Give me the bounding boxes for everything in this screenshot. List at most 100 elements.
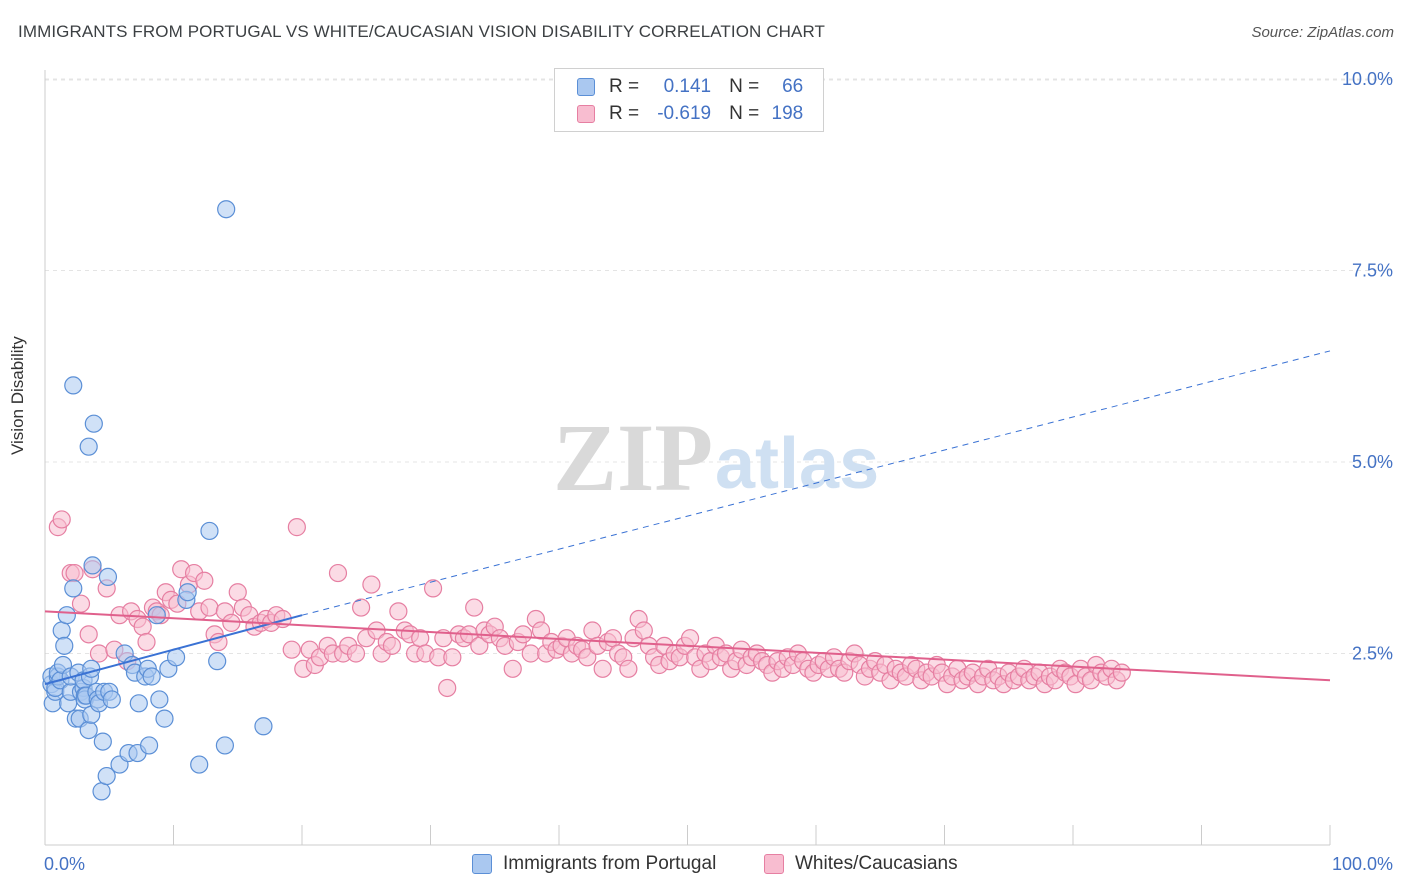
- portugal-point: [79, 720, 98, 740]
- whites-point: [465, 598, 484, 617]
- whites-point: [328, 563, 348, 583]
- portugal-point: [129, 694, 148, 713]
- whites-point: [619, 659, 638, 678]
- portugal-point: [82, 659, 101, 678]
- portugal-point: [57, 606, 76, 625]
- whites-point: [89, 644, 109, 663]
- whites-point: [195, 571, 214, 590]
- whites-point: [282, 640, 301, 659]
- legend-row-portugal: R = 0.141 N = 66: [577, 76, 803, 98]
- portugal-point: [102, 690, 121, 709]
- whites-point: [513, 625, 533, 644]
- whites-point: [65, 563, 84, 583]
- whites-point: [346, 644, 366, 663]
- whites-point: [680, 629, 700, 648]
- whites-point: [443, 648, 462, 667]
- whites-point: [133, 617, 152, 636]
- portugal-point: [64, 579, 83, 598]
- x-tick-label: 0.0%: [44, 854, 85, 874]
- whites-point: [228, 583, 247, 602]
- whites-point: [531, 621, 551, 640]
- y-axis-label: Vision Disability: [8, 336, 27, 455]
- y-tick-label: 2.5%: [1352, 644, 1393, 664]
- legend-r-value: 0.141: [663, 76, 712, 97]
- bottom-legend-whites: Whites/Caucasians: [764, 852, 958, 876]
- whites-point: [423, 579, 443, 598]
- legend-swatch-portugal: [577, 78, 595, 96]
- portugal-point: [200, 521, 219, 541]
- portugal-points: [42, 200, 273, 801]
- portugal-point: [64, 376, 83, 395]
- portugal-point: [83, 556, 102, 575]
- legend-n-value: 198: [771, 103, 804, 124]
- y-tick-label: 7.5%: [1352, 261, 1393, 281]
- axes: [44, 70, 1331, 846]
- whites-point: [222, 613, 241, 632]
- whites-trend-line: [44, 610, 1331, 682]
- chart-title: IMMIGRANTS FROM PORTUGAL VS WHITE/CAUCAS…: [18, 22, 826, 41]
- trend-lines: [44, 350, 1331, 686]
- portugal-point: [139, 736, 159, 755]
- legend-r-value: -0.619: [657, 103, 712, 124]
- portugal-point: [52, 621, 71, 640]
- watermark: ZIP atlas: [553, 404, 879, 511]
- watermark-zip: ZIP: [553, 404, 713, 511]
- portugal-point: [93, 732, 112, 751]
- x-tick-label: 100.0%: [1332, 854, 1393, 874]
- whites-point: [52, 510, 71, 529]
- whites-point: [200, 598, 219, 617]
- legend-n-label: N =: [729, 103, 760, 124]
- whites-point: [79, 625, 98, 644]
- whites-point: [382, 636, 402, 655]
- whites-point: [389, 602, 408, 621]
- grid-lines: [45, 78, 1392, 654]
- portugal-point: [254, 717, 273, 736]
- whites-point: [438, 678, 457, 698]
- portugal-point: [79, 437, 98, 456]
- whites-point: [521, 644, 540, 663]
- source-label: Source: ZipAtlas.com: [1251, 24, 1394, 41]
- whites-caucasians-points: [48, 510, 1131, 698]
- whites-point: [71, 594, 91, 613]
- tick-labels: 2.5% 5.0% 7.5% 10.0% 0.0% 100.0%: [44, 69, 1393, 874]
- whites-point: [603, 629, 623, 648]
- legend-r-label: R =: [609, 76, 640, 97]
- bottom-legend-portugal: Immigrants from Portugal: [472, 852, 716, 876]
- whites-point: [352, 598, 371, 617]
- y-tick-label: 10.0%: [1342, 69, 1393, 89]
- portugal-point: [98, 567, 118, 587]
- legend-n-value: 66: [782, 76, 804, 97]
- portugal-trend-line: [44, 614, 303, 686]
- portugal-point: [150, 690, 169, 709]
- portugal-point: [215, 736, 234, 755]
- whites-point: [593, 659, 612, 678]
- whites-point: [287, 518, 306, 537]
- portugal-point: [155, 709, 174, 728]
- portugal-point: [217, 200, 236, 219]
- portugal-trend-extension: [301, 350, 1331, 616]
- portugal-point: [55, 636, 74, 655]
- legend-row-whites: R = -0.619 N = 198: [577, 103, 803, 125]
- whites-point: [362, 575, 381, 594]
- legend-n-label: N =: [729, 76, 760, 97]
- portugal-point: [84, 414, 103, 433]
- bottom-legend-label-whites: Whites/Caucasians: [795, 853, 958, 874]
- whites-point: [1112, 663, 1131, 682]
- y-tick-label: 5.0%: [1352, 452, 1393, 472]
- portugal-point: [92, 782, 111, 801]
- legend-r-label: R =: [609, 103, 640, 124]
- legend-swatch-whites: [577, 105, 595, 123]
- bottom-legend-label-portugal: Immigrants from Portugal: [503, 853, 717, 874]
- bottom-legend-swatch-portugal: [472, 854, 492, 874]
- whites-point: [578, 648, 597, 667]
- portugal-point: [178, 583, 197, 602]
- portugal-point: [97, 766, 116, 786]
- bottom-legend-swatch-whites: [764, 854, 784, 874]
- whites-point: [634, 621, 653, 640]
- portugal-point: [190, 755, 209, 774]
- watermark-atlas: atlas: [715, 424, 879, 504]
- portugal-point: [208, 652, 227, 671]
- whites-point: [583, 621, 602, 640]
- whites-point: [503, 659, 522, 678]
